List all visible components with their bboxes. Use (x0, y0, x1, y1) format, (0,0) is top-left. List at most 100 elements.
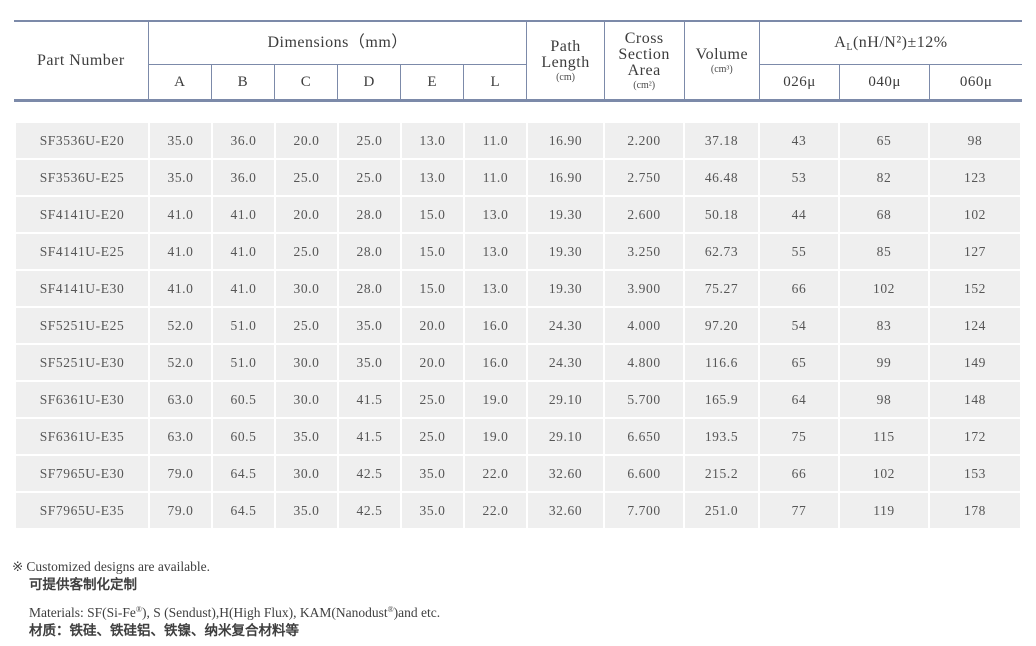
value-cell: 64.5 (211, 454, 276, 493)
header-body-gap (14, 102, 1022, 121)
value-cell: 30.0 (274, 454, 339, 493)
value-cell: 75 (758, 417, 840, 456)
value-cell: 32.60 (526, 454, 605, 493)
value-cell: 52.0 (148, 306, 213, 345)
table-row: SF7965U-E30 79.0 64.5 30.0 42.5 35.0 22.0 32.60… (14, 454, 1022, 493)
value-cell: 16.90 (526, 121, 605, 160)
part-number-cell: SF7965U-E35 (14, 491, 150, 530)
value-cell: 123 (928, 158, 1022, 197)
spec-table-body: SF3536U-E20 35.0 36.0 20.0 25.0 13.0 11.0 16.90… (14, 121, 1022, 530)
value-cell: 66 (758, 269, 840, 308)
table-row: SF6361U-E35 63.0 60.5 35.0 41.5 25.0 19.0 29.10… (14, 417, 1022, 456)
table-row: SF4141U-E20 41.0 41.0 20.0 28.0 15.0 13.0 19.30… (14, 195, 1022, 234)
cross-section-label: Cross Section Area (618, 29, 670, 79)
col-header-al-040: 040μ (839, 64, 931, 101)
part-number-cell: SF3536U-E20 (14, 121, 150, 160)
value-cell: 20.0 (274, 121, 339, 160)
table-row: SF6361U-E30 63.0 60.5 30.0 41.5 25.0 19.0 29.10… (14, 380, 1022, 419)
value-cell: 16.90 (526, 158, 605, 197)
value-cell: 43 (758, 121, 840, 160)
part-number-cell: SF5251U-E25 (14, 306, 150, 345)
value-cell: 99 (838, 343, 930, 382)
note-customized-cn: 可提供客制化定制 (29, 577, 137, 592)
value-cell: 41.0 (211, 232, 276, 271)
table-row: SF5251U-E30 52.0 51.0 30.0 35.0 20.0 16.0 24.30… (14, 343, 1022, 382)
al-label: AL(nH/N²)±12% (834, 34, 948, 53)
value-cell: 85 (838, 232, 930, 271)
value-cell: 42.5 (337, 454, 402, 493)
value-cell: 28.0 (337, 195, 402, 234)
value-cell: 42.5 (337, 491, 402, 530)
value-cell: 29.10 (526, 380, 605, 419)
value-cell: 2.200 (603, 121, 685, 160)
value-cell: 53 (758, 158, 840, 197)
part-number-cell: SF4141U-E30 (14, 269, 150, 308)
volume-label: Volume (695, 45, 749, 63)
value-cell: 66 (758, 454, 840, 493)
value-cell: 41.5 (337, 380, 402, 419)
value-cell: 2.600 (603, 195, 685, 234)
value-cell: 19.30 (526, 195, 605, 234)
col-header-dim-e: E (400, 64, 465, 101)
value-cell: 251.0 (683, 491, 760, 530)
value-cell: 3.250 (603, 232, 685, 271)
value-cell: 15.0 (400, 269, 465, 308)
value-cell: 30.0 (274, 269, 339, 308)
value-cell: 24.30 (526, 306, 605, 345)
value-cell: 25.0 (274, 158, 339, 197)
value-cell: 15.0 (400, 195, 465, 234)
col-header-path-length: Path Length (cm) (526, 20, 605, 101)
value-cell: 115 (838, 417, 930, 456)
value-cell: 4.000 (603, 306, 685, 345)
value-cell: 22.0 (463, 454, 528, 493)
part-number-cell: SF7965U-E30 (14, 454, 150, 493)
value-cell: 62.73 (683, 232, 760, 271)
value-cell: 82 (838, 158, 930, 197)
value-cell: 41.0 (211, 269, 276, 308)
path-length-unit: (cm) (556, 71, 575, 83)
value-cell: 22.0 (463, 491, 528, 530)
value-cell: 25.0 (337, 158, 402, 197)
table-row: SF5251U-E25 52.0 51.0 25.0 35.0 20.0 16.0 24.30… (14, 306, 1022, 345)
value-cell: 116.6 (683, 343, 760, 382)
value-cell: 153 (928, 454, 1022, 493)
value-cell: 11.0 (463, 158, 528, 197)
value-cell: 36.0 (211, 121, 276, 160)
col-header-dim-a: A (147, 64, 212, 101)
path-length-label: Path Length (541, 37, 590, 71)
part-number-cell: SF6361U-E30 (14, 380, 150, 419)
table-row: SF7965U-E35 79.0 64.5 35.0 42.5 35.0 22.0 32.60… (14, 491, 1022, 530)
value-cell: 41.5 (337, 417, 402, 456)
value-cell: 79.0 (148, 454, 213, 493)
value-cell: 30.0 (274, 380, 339, 419)
note-customized-en-text: Customized designs are available. (26, 559, 211, 574)
value-cell: 19.0 (463, 380, 528, 419)
value-cell: 35.0 (274, 491, 339, 530)
value-cell: 97.20 (683, 306, 760, 345)
value-cell: 75.27 (683, 269, 760, 308)
value-cell: 51.0 (211, 306, 276, 345)
value-cell: 127 (928, 232, 1022, 271)
value-cell: 124 (928, 306, 1022, 345)
value-cell: 20.0 (274, 195, 339, 234)
value-cell: 36.0 (211, 158, 276, 197)
value-cell: 152 (928, 269, 1022, 308)
value-cell: 35.0 (148, 121, 213, 160)
value-cell: 28.0 (337, 232, 402, 271)
col-header-al-026: 026μ (758, 64, 841, 101)
value-cell: 35.0 (337, 343, 402, 382)
value-cell: 165.9 (683, 380, 760, 419)
value-cell: 11.0 (463, 121, 528, 160)
part-number-cell: SF4141U-E25 (14, 232, 150, 271)
value-cell: 41.0 (148, 269, 213, 308)
value-cell: 13.0 (463, 195, 528, 234)
value-cell: 60.5 (211, 380, 276, 419)
value-cell: 44 (758, 195, 840, 234)
value-cell: 35.0 (274, 417, 339, 456)
value-cell: 13.0 (463, 232, 528, 271)
part-number-cell: SF6361U-E35 (14, 417, 150, 456)
col-header-cross-section: Cross Section Area (cm²) (603, 20, 685, 101)
table-row: SF3536U-E20 35.0 36.0 20.0 25.0 13.0 11.0 16.90… (14, 121, 1022, 160)
value-cell: 60.5 (211, 417, 276, 456)
note-materials-cn: 材质：铁硅、铁硅铝、铁镍、纳米复合材料等 (29, 623, 299, 638)
